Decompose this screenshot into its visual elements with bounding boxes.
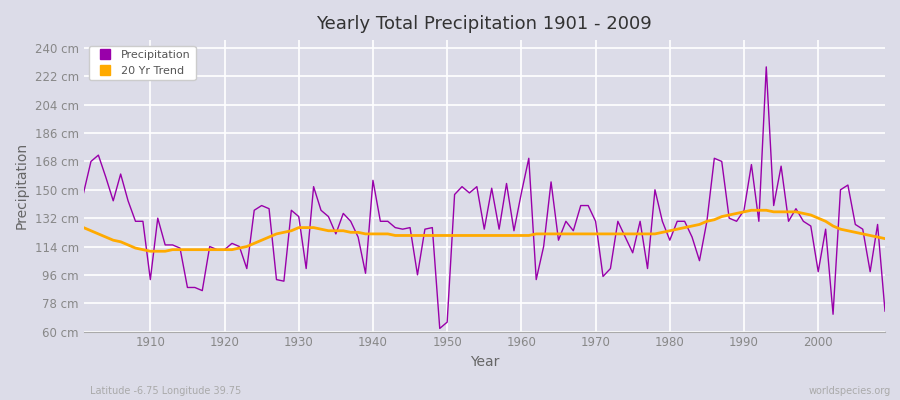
Text: Latitude -6.75 Longitude 39.75: Latitude -6.75 Longitude 39.75 [90, 386, 241, 396]
X-axis label: Year: Year [470, 355, 499, 369]
Text: worldspecies.org: worldspecies.org [809, 386, 891, 396]
Legend: Precipitation, 20 Yr Trend: Precipitation, 20 Yr Trend [89, 46, 195, 80]
Y-axis label: Precipitation: Precipitation [15, 142, 29, 230]
Title: Yearly Total Precipitation 1901 - 2009: Yearly Total Precipitation 1901 - 2009 [317, 15, 652, 33]
